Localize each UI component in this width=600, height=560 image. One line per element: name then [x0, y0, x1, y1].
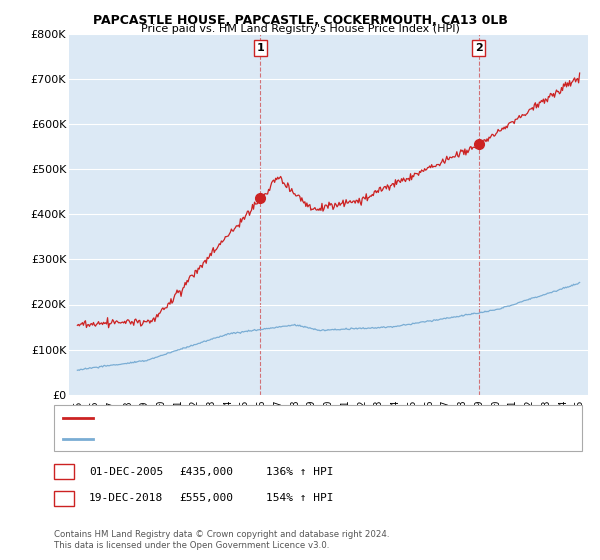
Text: £435,000: £435,000: [179, 466, 233, 477]
Text: 1: 1: [256, 43, 264, 53]
Text: PAPCASTLE HOUSE, PAPCASTLE, COCKERMOUTH, CA13 0LB (detached house): PAPCASTLE HOUSE, PAPCASTLE, COCKERMOUTH,…: [99, 413, 485, 423]
Text: 2: 2: [475, 43, 482, 53]
Text: PAPCASTLE HOUSE, PAPCASTLE, COCKERMOUTH, CA13 0LB: PAPCASTLE HOUSE, PAPCASTLE, COCKERMOUTH,…: [92, 14, 508, 27]
Text: £555,000: £555,000: [179, 493, 233, 503]
Text: 01-DEC-2005: 01-DEC-2005: [89, 466, 163, 477]
Text: 1: 1: [60, 466, 68, 477]
Text: 2: 2: [60, 493, 68, 503]
Text: Price paid vs. HM Land Registry's House Price Index (HPI): Price paid vs. HM Land Registry's House …: [140, 24, 460, 34]
Text: HPI: Average price, detached house, Cumberland: HPI: Average price, detached house, Cumb…: [99, 435, 344, 444]
Text: 19-DEC-2018: 19-DEC-2018: [89, 493, 163, 503]
Text: 136% ↑ HPI: 136% ↑ HPI: [266, 466, 334, 477]
Text: Contains HM Land Registry data © Crown copyright and database right 2024.: Contains HM Land Registry data © Crown c…: [54, 530, 389, 539]
Text: 154% ↑ HPI: 154% ↑ HPI: [266, 493, 334, 503]
Text: This data is licensed under the Open Government Licence v3.0.: This data is licensed under the Open Gov…: [54, 541, 329, 550]
